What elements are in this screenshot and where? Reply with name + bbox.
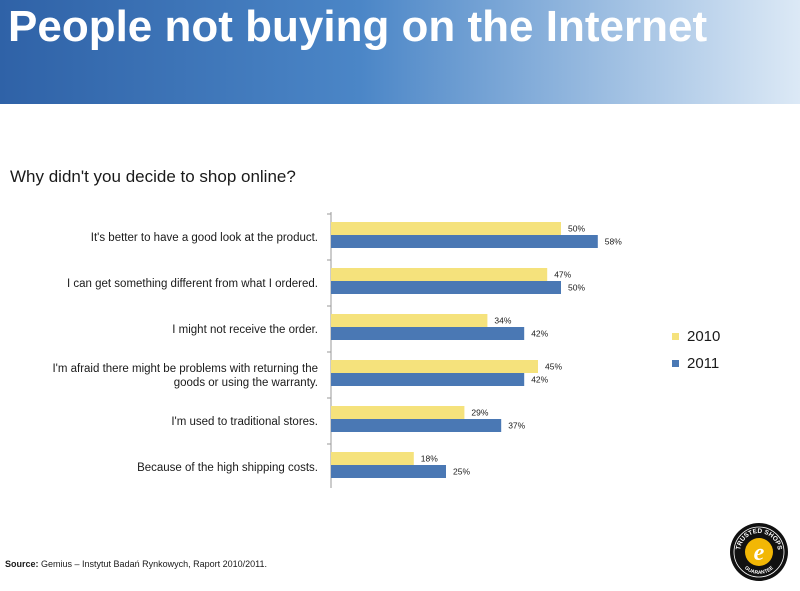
category-label-line: goods or using the warranty. [174, 377, 318, 389]
legend-item-2011: 2011 [672, 355, 719, 372]
data-label-2010: 29% [471, 408, 488, 418]
category-label-line: I might not receive the order. [172, 324, 318, 336]
trusted-shops-seal-logo: TRUSTED SHOPS GUARANTEE e [730, 523, 788, 581]
bar-2011 [331, 327, 525, 340]
category-label-line: It's better to have a good look at the p… [91, 232, 318, 244]
data-label-2011: 42% [531, 329, 548, 339]
data-label-2011: 50% [568, 283, 585, 293]
source-label: Source: [5, 559, 39, 569]
svg-text:GUARANTEE: GUARANTEE [743, 565, 775, 576]
category-label: Because of the high shipping costs. [137, 462, 318, 474]
category-label: I can get something different from what … [67, 278, 318, 290]
page-title: People not buying on the Internet [8, 2, 708, 51]
legend-label-2010: 2010 [687, 328, 721, 345]
data-label-2010: 47% [554, 270, 571, 280]
bar-2010 [331, 268, 548, 281]
bar-2011 [331, 419, 502, 432]
bar-2011 [331, 235, 598, 248]
legend-swatch-2010 [672, 333, 679, 340]
legend-label-2011: 2011 [687, 355, 720, 372]
chart-question: Why didn't you decide to shop online? [10, 167, 296, 186]
bar-2011 [331, 373, 525, 386]
svg-text:e: e [754, 540, 765, 566]
bar-2010 [331, 360, 538, 373]
data-label-2011: 58% [605, 237, 622, 247]
data-label-2010: 18% [421, 454, 438, 464]
data-label-2010: 34% [494, 316, 511, 326]
bar-2011 [331, 465, 446, 478]
category-label: I'm afraid there might be problems with … [52, 363, 318, 389]
category-label: I might not receive the order. [172, 324, 318, 336]
legend-swatch-2011 [672, 360, 679, 367]
category-label: It's better to have a good look at the p… [91, 232, 318, 244]
data-label-2011: 25% [453, 467, 470, 477]
data-label-2010: 45% [545, 362, 562, 372]
bar-2010 [331, 222, 561, 235]
bar-2011 [331, 281, 561, 294]
data-label-2011: 37% [508, 421, 525, 431]
title-banner: People not buying on the Internet [0, 0, 800, 104]
bar-2010 [331, 406, 465, 419]
category-label-line: I can get something different from what … [67, 278, 318, 290]
legend-item-2010: 2010 [672, 328, 720, 345]
category-label-line: I'm afraid there might be problems with … [52, 363, 318, 375]
category-label: I'm used to traditional stores. [171, 416, 318, 428]
data-label-2010: 50% [568, 224, 585, 234]
bar-2010 [331, 314, 488, 327]
source-note: Source: Gemius – Instytut Badań Rynkowyc… [5, 559, 267, 569]
data-label-2011: 42% [531, 375, 548, 385]
bar-2010 [331, 452, 414, 465]
category-label-line: Because of the high shipping costs. [137, 462, 318, 474]
category-label-line: I'm used to traditional stores. [171, 416, 318, 428]
source-text: Gemius – Instytut Badań Rynkowych, Rapor… [41, 559, 267, 569]
